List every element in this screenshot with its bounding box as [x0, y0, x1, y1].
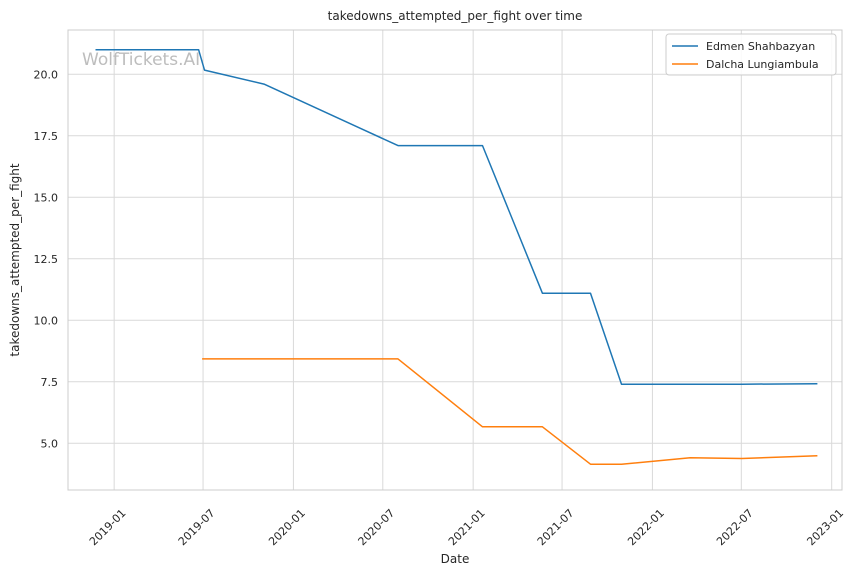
y-tick-label: 17.5	[34, 130, 59, 143]
legend-label-0: Edmen Shahbazyan	[706, 40, 815, 53]
plot-area-frame	[67, 29, 843, 491]
grid	[68, 30, 842, 490]
x-axis-label: Date	[441, 552, 470, 566]
y-tick-label: 12.5	[34, 253, 59, 266]
legend: Edmen Shahbazyan Dalcha Lungiambula	[665, 33, 837, 76]
series-line-0	[95, 48, 818, 385]
y-tick-label: 5.0	[41, 437, 59, 450]
y-axis-label: takedowns_attempted_per_fight	[8, 163, 22, 356]
y-tick-label: 7.5	[41, 376, 59, 389]
chart-title: takedowns_attempted_per_fight over time	[328, 9, 583, 23]
y-tick-label: 15.0	[34, 191, 59, 204]
y-tick-label: 10.0	[34, 314, 59, 327]
y-tick-label: 20.0	[34, 68, 59, 81]
watermark: WolfTickets.AI	[82, 50, 200, 70]
legend-label-1: Dalcha Lungiambula	[706, 58, 819, 71]
series-line-1	[202, 358, 818, 465]
y-tick-labels: 5.0 7.5 10.0 12.5 15.0 17.5 20.0	[34, 68, 59, 450]
legend-box	[665, 33, 837, 76]
series-lines	[95, 48, 818, 465]
